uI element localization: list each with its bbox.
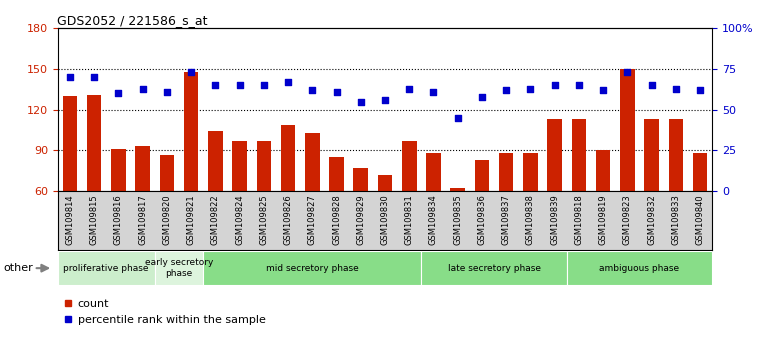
Text: GSM109839: GSM109839 xyxy=(551,194,559,245)
Text: early secretory
phase: early secretory phase xyxy=(145,258,213,278)
Text: GSM109828: GSM109828 xyxy=(332,194,341,245)
Point xyxy=(209,82,222,88)
Bar xyxy=(111,149,126,273)
Point xyxy=(306,87,319,93)
Point xyxy=(258,82,270,88)
Point xyxy=(88,74,100,80)
Text: GSM109818: GSM109818 xyxy=(574,194,584,245)
Point xyxy=(427,89,440,95)
Bar xyxy=(571,119,586,273)
Text: GSM109814: GSM109814 xyxy=(65,194,75,245)
Point xyxy=(233,82,246,88)
Point xyxy=(573,82,585,88)
Text: other: other xyxy=(4,263,34,273)
Text: GSM109838: GSM109838 xyxy=(526,194,535,245)
Text: GSM109827: GSM109827 xyxy=(308,194,316,245)
Bar xyxy=(644,119,659,273)
Text: mid secretory phase: mid secretory phase xyxy=(266,264,359,273)
Text: GDS2052 / 221586_s_at: GDS2052 / 221586_s_at xyxy=(57,14,208,27)
Point xyxy=(112,91,125,96)
Bar xyxy=(281,125,296,273)
Bar xyxy=(256,141,271,273)
Text: GSM109837: GSM109837 xyxy=(502,194,511,245)
Bar xyxy=(233,141,247,273)
Bar xyxy=(159,154,174,273)
Bar xyxy=(450,188,465,273)
Text: GSM109817: GSM109817 xyxy=(138,194,147,245)
Point xyxy=(403,86,415,91)
Bar xyxy=(474,160,489,273)
Text: GSM109821: GSM109821 xyxy=(186,194,196,245)
Text: GSM109816: GSM109816 xyxy=(114,194,123,245)
Bar xyxy=(353,168,368,273)
Text: GSM109825: GSM109825 xyxy=(259,194,268,245)
Point xyxy=(136,86,149,91)
Bar xyxy=(596,150,611,273)
Point xyxy=(670,86,682,91)
Bar xyxy=(155,251,203,285)
Point xyxy=(282,79,294,85)
Point xyxy=(621,69,634,75)
Point xyxy=(524,86,537,91)
Point xyxy=(548,82,561,88)
Point xyxy=(451,115,464,121)
Text: GSM109820: GSM109820 xyxy=(162,194,172,245)
Bar xyxy=(668,119,683,273)
Point xyxy=(185,69,197,75)
Point xyxy=(330,89,343,95)
Text: ambiguous phase: ambiguous phase xyxy=(600,264,680,273)
Point xyxy=(161,89,173,95)
Point xyxy=(379,97,391,103)
Text: proliferative phase: proliferative phase xyxy=(63,264,149,273)
Bar xyxy=(62,96,77,273)
Text: GSM109819: GSM109819 xyxy=(598,194,608,245)
Point xyxy=(476,94,488,99)
Text: GSM109835: GSM109835 xyxy=(454,194,462,245)
Text: GSM109832: GSM109832 xyxy=(647,194,656,245)
Bar xyxy=(499,153,514,273)
Point xyxy=(645,82,658,88)
Bar xyxy=(427,153,440,273)
Text: GSM109823: GSM109823 xyxy=(623,194,632,245)
Bar xyxy=(378,175,392,273)
Legend: count, percentile rank within the sample: count, percentile rank within the sample xyxy=(63,299,266,325)
Bar xyxy=(620,69,634,273)
Text: GSM109840: GSM109840 xyxy=(695,194,705,245)
Bar xyxy=(208,131,223,273)
Text: GSM109815: GSM109815 xyxy=(89,194,99,245)
Bar xyxy=(421,251,567,285)
Text: GSM109830: GSM109830 xyxy=(380,194,390,245)
Text: GSM109829: GSM109829 xyxy=(357,194,365,245)
Bar xyxy=(203,251,421,285)
Bar xyxy=(567,251,712,285)
Bar xyxy=(693,153,708,273)
Point xyxy=(500,87,512,93)
Bar xyxy=(87,95,102,273)
Bar xyxy=(330,157,343,273)
Text: GSM109824: GSM109824 xyxy=(235,194,244,245)
Text: late secretory phase: late secretory phase xyxy=(447,264,541,273)
Text: GSM109831: GSM109831 xyxy=(405,194,413,245)
Bar xyxy=(402,141,417,273)
Point xyxy=(355,99,367,104)
Bar xyxy=(523,153,537,273)
Bar xyxy=(305,133,320,273)
Bar xyxy=(136,147,150,273)
Point xyxy=(694,87,706,93)
Point xyxy=(64,74,76,80)
Text: GSM109834: GSM109834 xyxy=(429,194,438,245)
Text: GSM109826: GSM109826 xyxy=(283,194,293,245)
Bar xyxy=(184,72,199,273)
Text: GSM109822: GSM109822 xyxy=(211,194,219,245)
Bar xyxy=(58,251,155,285)
Text: GSM109836: GSM109836 xyxy=(477,194,487,245)
Text: GSM109833: GSM109833 xyxy=(671,194,681,245)
Bar xyxy=(547,119,562,273)
Point xyxy=(597,87,609,93)
